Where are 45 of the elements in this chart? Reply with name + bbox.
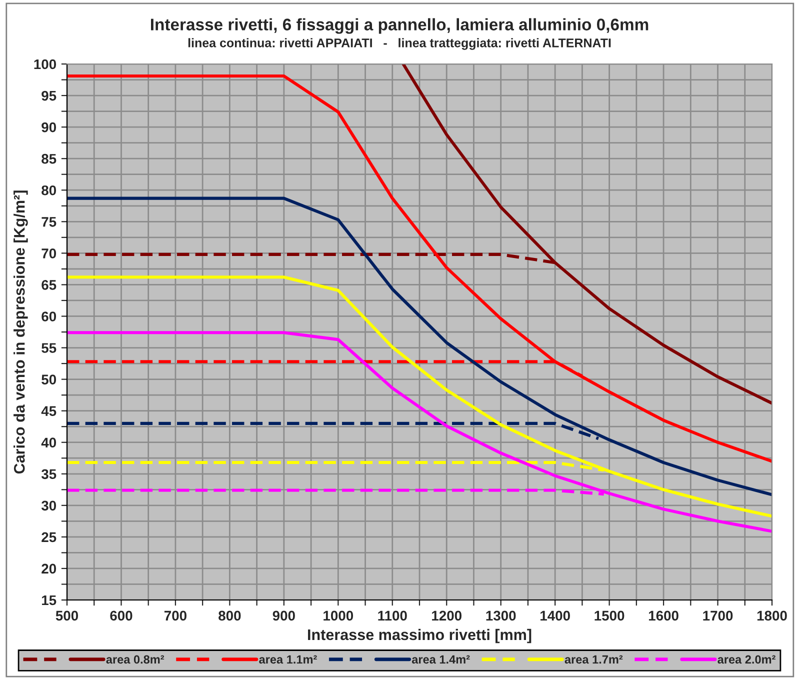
y-tick-label: 70 — [42, 248, 56, 258]
y-tick-label: 85 — [42, 154, 56, 164]
legend-label: area 1.7m² — [564, 655, 623, 664]
y-tick-label: 20 — [42, 564, 56, 574]
y-axis-title: Carico da vento in depressione [Kg/m²] — [14, 190, 28, 474]
y-tick-label: 35 — [41, 469, 56, 480]
y-tick-label: 25 — [42, 532, 56, 542]
legend-label: area 1.4m² — [412, 655, 470, 664]
chart-title: Interasse rivetti, 6 fissaggi a pannello, lamiera alluminio 0,6mm — [151, 18, 648, 34]
x-tick-label: 500 — [56, 610, 78, 621]
line-series — [67, 74, 772, 463]
y-tick-label: 90 — [42, 122, 56, 132]
x-tick-label: 1600 — [648, 610, 678, 621]
y-tick-label: 50 — [42, 374, 56, 384]
y-tick-label: 15 — [42, 595, 56, 606]
x-tick-label: 800 — [218, 610, 241, 621]
x-tick-label: 600 — [110, 610, 132, 621]
x-tick-label: 1400 — [540, 610, 570, 621]
x-tick-label: 1700 — [703, 610, 733, 621]
legend-label: area 2.0m² — [718, 655, 776, 664]
legend-label: area 1.1m² — [259, 655, 317, 664]
x-tick-label: 1200 — [432, 610, 462, 621]
x-tick-label: 900 — [272, 610, 295, 621]
y-tick-label: 60 — [42, 312, 56, 322]
x-tick-label: 1100 — [378, 610, 407, 621]
y-tick-label: 75 — [42, 217, 56, 227]
chart-subtitle: linea continua: rivetti APPAIATI - linea tratteggiata: rivetti ALTERNATI — [188, 38, 611, 50]
x-tick-label: 700 — [164, 610, 186, 621]
y-tick-label: 80 — [42, 185, 56, 196]
y-tick-label: 55 — [42, 343, 56, 353]
x-axis-title: Interasse massimo rivetti [mm] — [308, 628, 532, 644]
x-tick-label: 1300 — [486, 610, 516, 621]
line-series — [67, 196, 772, 496]
y-tick-label: 95 — [42, 90, 56, 101]
y-tick-label: 40 — [41, 438, 56, 448]
y-tick-label: 45 — [41, 406, 56, 416]
x-tick-label: 1500 — [594, 610, 624, 621]
x-tick-label: 1800 — [757, 610, 787, 621]
y-tick-label: 30 — [41, 500, 56, 511]
legend-label: area 0.8m² — [106, 655, 164, 664]
y-tick-label: 65 — [42, 280, 56, 290]
line-series — [67, 331, 772, 533]
x-tick-label: 1000 — [324, 610, 354, 621]
line-series — [67, 276, 772, 518]
y-tick-label: 100 — [34, 59, 56, 70]
